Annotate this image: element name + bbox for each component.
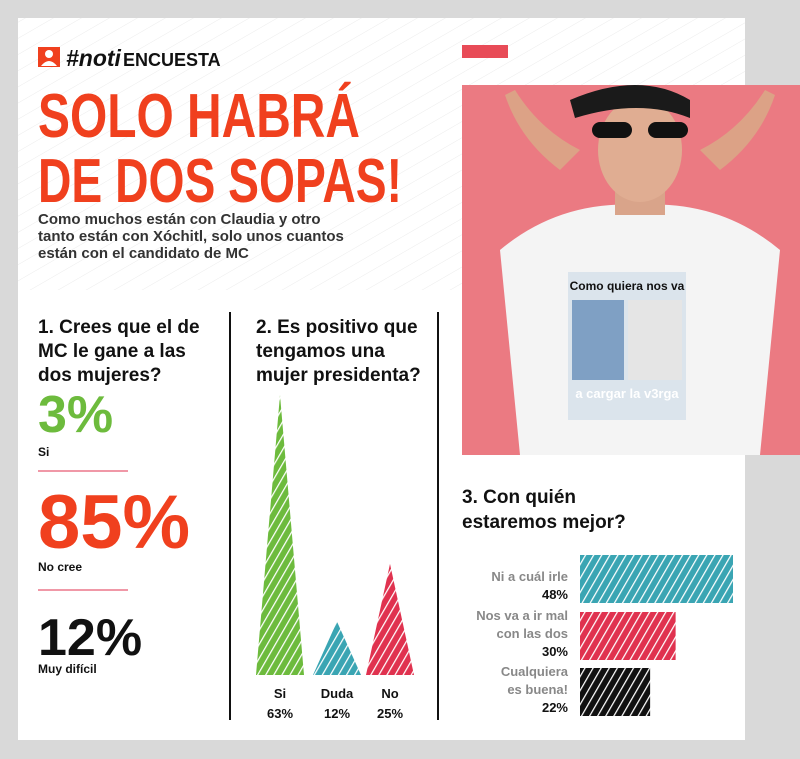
category-label: con las dos [496,626,568,641]
triangle-bar [256,395,304,675]
category-label: Si [274,686,286,701]
value-label: 25% [377,706,403,721]
title-line: SOLO HABRÁ [38,82,360,151]
value-label: 30% [542,644,568,659]
category-label: No [381,686,398,701]
value-label: 48% [542,587,568,602]
photo [462,85,800,455]
shirt-text: Como quiera nos va [570,279,685,293]
stat-value: 85% [38,480,190,565]
subtitle-line: tanto están con Xóchitl, solo unos cuant… [38,228,344,245]
stat-label: Si [38,445,49,459]
question-title: tengamos una [256,341,385,362]
value-label: 12% [324,706,350,721]
category-label: Nos va a ir mal [476,608,568,623]
category-label: es buena! [507,682,568,697]
tag-suffix: ENCUESTA [123,50,221,70]
stat-label: Muy difícil [38,662,97,676]
tag-icon [38,47,60,67]
subtitle: Como muchos están con Claudia y otrotant… [38,211,344,262]
category-label: Cualquiera [501,664,569,679]
stat-label: No cree [38,560,82,574]
category-label: Duda [321,686,354,701]
accent-bar [462,45,508,58]
question-title: dos mujeres? [38,365,162,386]
bar [580,555,733,603]
value-label: 22% [542,700,568,715]
bar [580,612,676,660]
value-label: 63% [267,706,293,721]
title-line: DE DOS SOPAS! [38,147,402,216]
subtitle-line: Como muchos están con Claudia y otro [38,211,321,228]
question-title: estaremos mejor? [462,512,626,533]
bar [580,668,651,716]
triangle-bar [366,563,414,675]
stat-value: 12% [38,609,142,667]
question-title: MC le gane a las [38,341,186,362]
triangle-bar [313,621,361,675]
category-label: Ni a cuál irle [491,569,568,584]
question-title: 3. Con quién [462,487,576,508]
subtitle-line: están con el candidato de MC [38,245,249,262]
shirt-text: a cargar la v3rga [575,386,679,401]
question-title: 2. Es positivo que [256,317,418,338]
stat-value: 3% [38,386,113,444]
question-title: mujer presidenta? [256,365,421,386]
tag-prefix: #noti [66,45,122,71]
question-title: 1. Crees que el de [38,317,200,338]
